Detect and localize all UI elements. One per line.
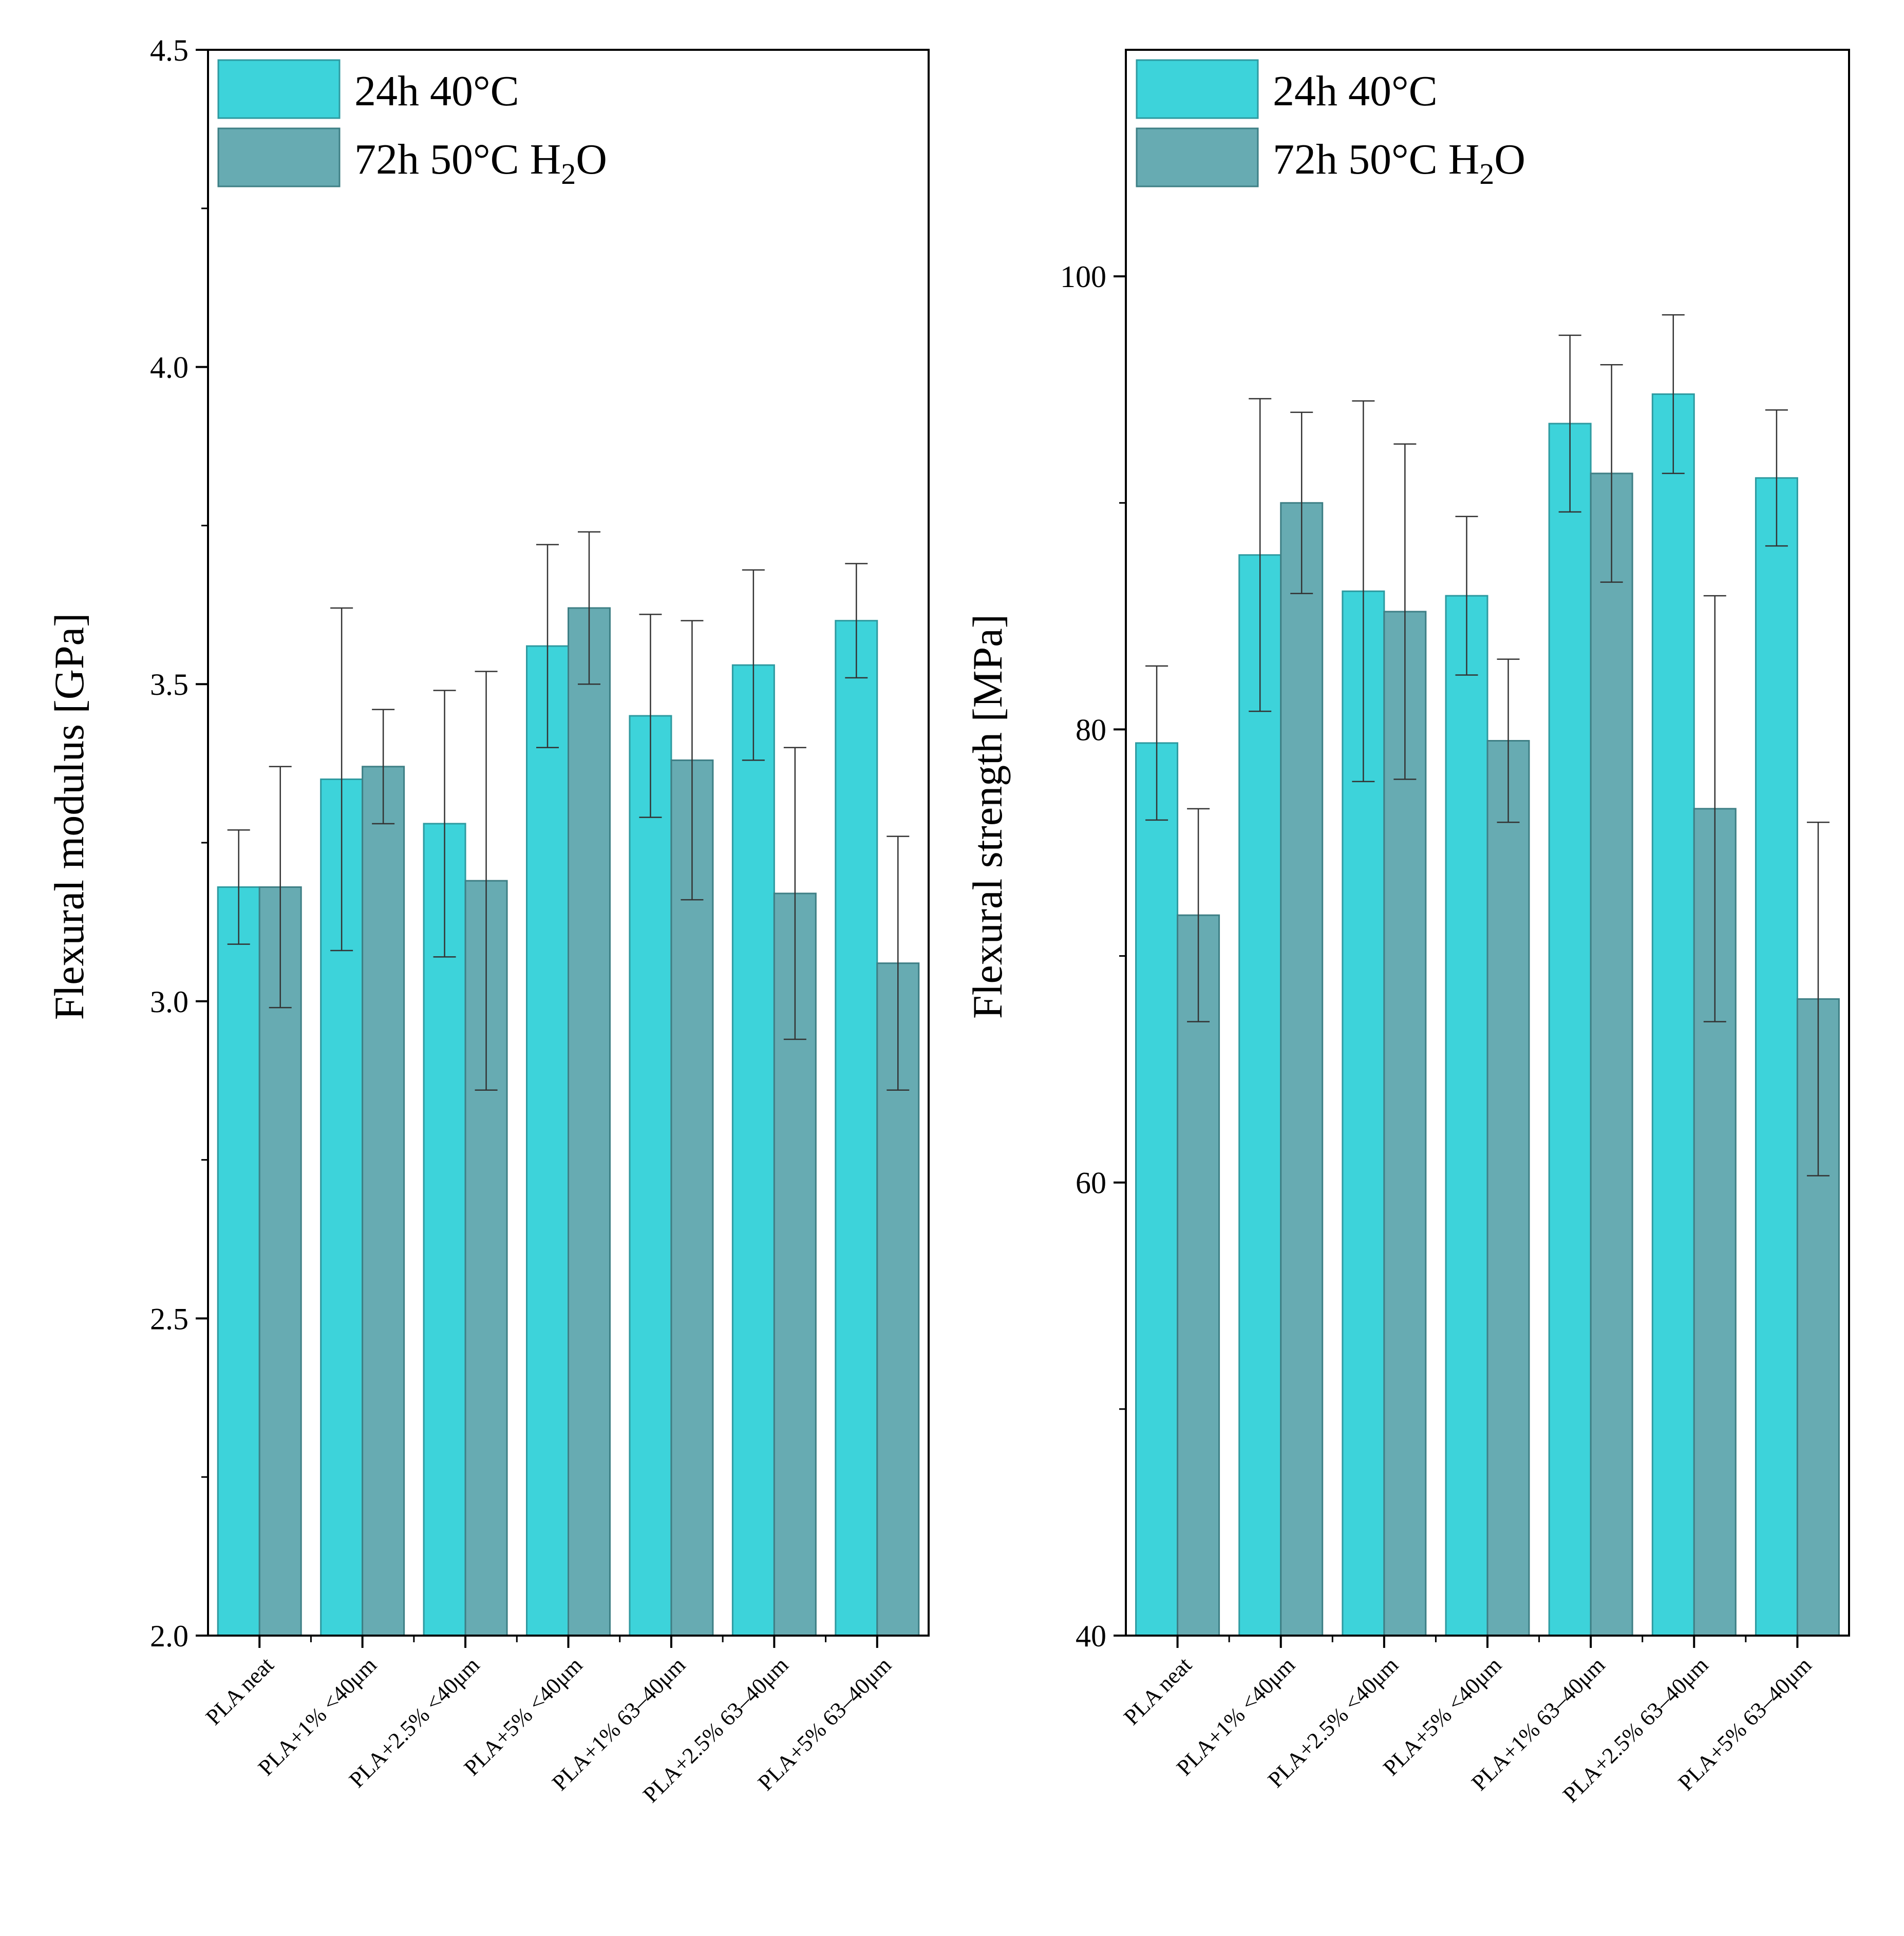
legend-label-72h-sub: 2 [561,157,576,191]
legend-swatch-72h [1136,127,1259,187]
bar-72h-1 [1280,502,1324,1637]
y-tick-label: 4.5 [150,33,188,67]
bar-72h-0 [1177,914,1220,1637]
bar-72h-4 [1590,472,1633,1637]
legend-modulus: 24h 40°C 72h 50°C H2O [217,59,607,191]
y-tick-label: 60 [1076,1166,1106,1200]
y-tick-label: 40 [1076,1619,1106,1653]
flexural-modulus-chart: Flexural modulus [GPa] 2.0 2.5 3.0 3.5 4.0 4.… [46,33,930,1808]
legend-label-24h: 24h 40°C [1273,67,1438,115]
error-bars-group [227,531,910,1091]
legend-label-72h: 72h 50°C H2O [1273,136,1525,191]
y-tick-label: 100 [1060,260,1106,294]
bar-72h-2 [1383,611,1427,1637]
bars-group [1135,393,1840,1637]
bar-24h-5 [1651,393,1695,1637]
bar-24h-6 [835,620,878,1637]
legend-label-72h: 72h 50°C H2O [354,136,607,191]
bar-24h-5 [731,664,775,1637]
legend-label-72h-main: 72h 50°C H [354,136,561,183]
error-bars-group [1145,314,1830,1176]
bar-24h-1 [1238,554,1282,1637]
bar-24h-3 [526,645,569,1637]
y-tick-label: 2.5 [150,1302,188,1336]
bar-72h-3 [1486,739,1530,1637]
legend-label-24h: 24h 40°C [354,67,519,115]
bar-24h-4 [629,715,672,1637]
legend-swatch-24h [1136,59,1259,119]
legend-label-72h-sub: 2 [1479,157,1494,191]
legend-label-72h-tail: O [576,136,607,183]
y-tick-label: 2.0 [150,1619,188,1653]
y-tick-label: 4.0 [150,351,188,385]
legend-strength: 24h 40°C 72h 50°C H2O [1136,59,1525,191]
bar-72h-0 [258,886,302,1637]
y-tick-label: 3.0 [150,985,188,1019]
y-axis-title: Flexural modulus [GPa] [46,613,92,1020]
y-tick-label: 80 [1076,713,1106,747]
legend-label-72h-main: 72h 50°C H [1273,136,1479,183]
y-tick-label: 3.5 [150,668,188,701]
bar-24h-4 [1548,423,1592,1637]
bar-24h-0 [1135,742,1179,1637]
legend-swatch-72h [217,127,341,187]
bar-72h-1 [362,766,405,1637]
bar-72h-3 [568,607,611,1637]
bar-24h-3 [1445,595,1488,1637]
bar-24h-0 [217,886,260,1637]
y-axis-title: Flexural strength [MPa] [964,614,1011,1019]
bar-24h-6 [1755,477,1798,1637]
legend-swatch-24h [217,59,341,119]
legend-label-72h-tail: O [1494,136,1525,183]
